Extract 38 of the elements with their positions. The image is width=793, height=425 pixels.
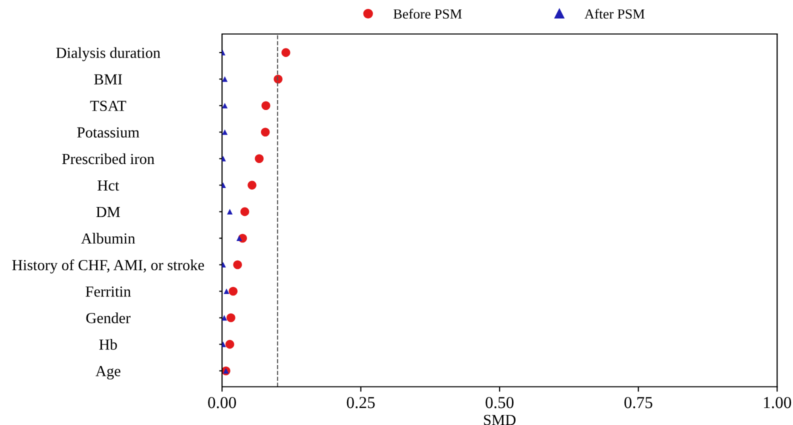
y-tick-label: BMI [94,74,122,84]
y-tick-label: Albumin [81,232,136,244]
point [227,208,233,214]
y-tick-label: Potassium [77,127,140,138]
y-tick-label: History of CHF, AMI, or stroke [12,259,204,274]
y-tick-label: Gender [86,312,130,324]
point [222,102,228,108]
x-tick-label: 0.50 [486,396,514,408]
point [240,207,250,216]
point [225,340,234,349]
point [228,286,238,296]
y-tick-label: Age [96,366,120,380]
y-tick-label: Prescribed iron [62,153,154,164]
point [281,48,290,57]
y-tick-label: Dialysis duration [56,47,160,62]
x-tick-label: 0.75 [624,396,652,408]
y-tick-label: TSAT [90,100,126,112]
y-tick-label: Hct [98,180,120,191]
point [222,315,228,321]
x-axis-title: SMD [484,414,516,425]
legend-label: Before PSM [394,8,462,19]
point [224,288,230,294]
legend-label: After PSM [584,8,645,19]
point [233,260,242,270]
x-tick-label: 1.00 [764,396,792,408]
point [222,76,228,82]
y-tick-label: Ferritin [86,286,131,297]
y-tick-label: DM [96,206,120,218]
point [226,313,236,322]
point [254,154,264,164]
y-tick-label: Hb [99,339,117,350]
x-tick-label: 0.00 [208,396,236,408]
point [260,128,270,137]
point [222,129,228,135]
point [262,101,270,110]
point [236,235,242,241]
point [248,180,256,190]
x-tick-label: 0.25 [346,396,375,408]
